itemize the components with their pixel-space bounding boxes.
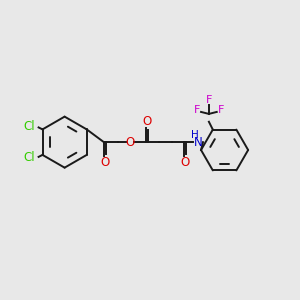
Text: F: F [194,105,200,115]
Text: H: H [191,130,199,140]
Text: O: O [181,156,190,169]
Text: Cl: Cl [23,120,35,133]
Text: F: F [218,105,224,115]
Text: O: O [126,136,135,148]
Text: F: F [206,95,212,105]
Text: N: N [194,136,203,148]
Text: O: O [100,156,110,169]
Text: Cl: Cl [23,152,35,164]
Text: O: O [142,115,152,128]
